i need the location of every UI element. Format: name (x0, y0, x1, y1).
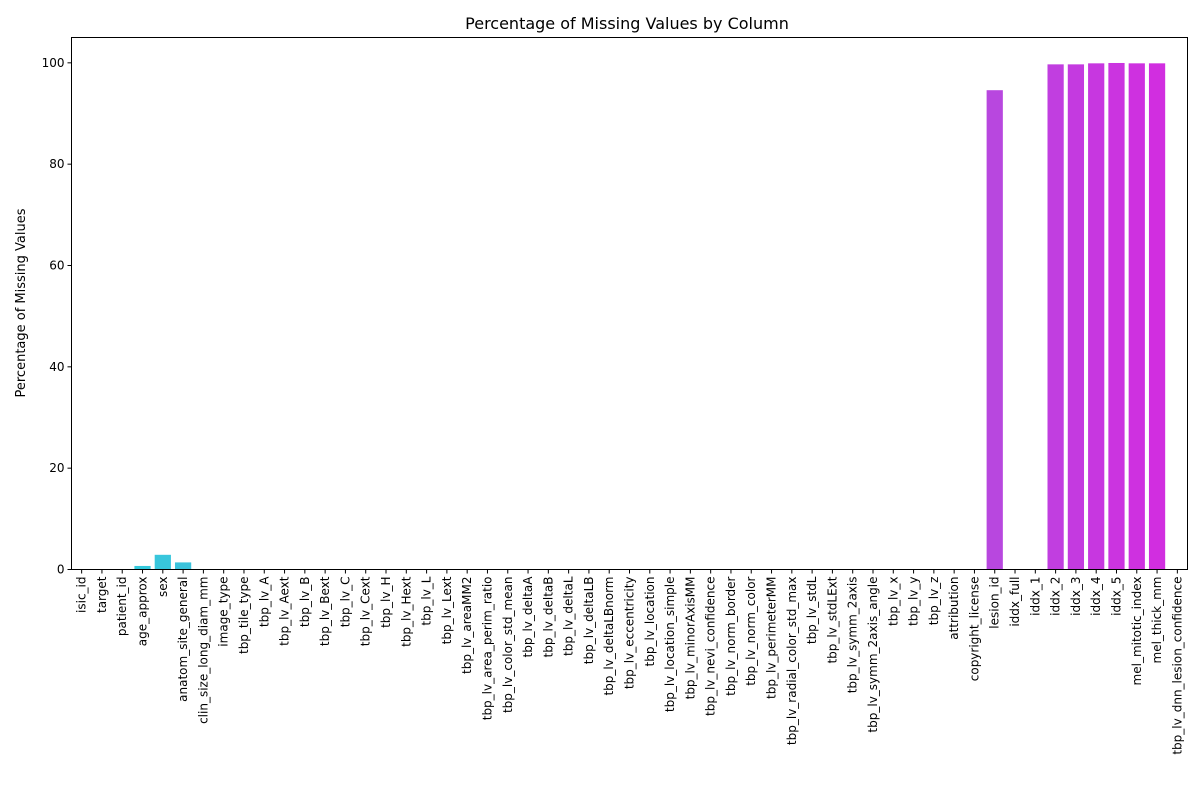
x-tick-label: tbp_lv_Cext (359, 576, 373, 646)
y-tick-label: 80 (49, 157, 64, 171)
x-tick-label: tbp_lv_dnn_lesion_confidence (1170, 577, 1184, 755)
bar-mel_thick_mm (1148, 63, 1166, 570)
x-tick-label: tbp_lv_C (338, 577, 352, 628)
bar-lesion_id (986, 90, 1003, 570)
x-tick-label: tbp_lv_B (298, 577, 312, 628)
x-tick-label: iddx_2 (1049, 577, 1063, 616)
x-tick-label: image_type (217, 577, 231, 647)
bar-iddx_4 (1088, 63, 1105, 570)
x-tick-label: tbp_lv_norm_color (744, 576, 758, 685)
x-tick-label: tbp_lv_radial_color_std_max (785, 577, 799, 746)
bars-layer (134, 62, 1166, 570)
x-tick-label: lesion_id (988, 577, 1002, 629)
y-axis-ticks: 0 20 40 60 80 100 (42, 56, 72, 577)
x-tick-label: tbp_lv_symm_2axis_angle (866, 577, 880, 733)
x-tick-label: iddx_5 (1109, 577, 1123, 616)
y-tick-label: 60 (49, 259, 64, 273)
x-tick-label: tbp_lv_L (420, 576, 434, 625)
bar-sex (154, 554, 171, 570)
x-tick-label: mel_mitotic_index (1130, 577, 1144, 686)
x-tick-label: tbp_lv_deltaLB (582, 577, 596, 665)
x-tick-label: tbp_lv_symm_2axis (846, 577, 860, 694)
x-tick-label: tbp_lv_deltaL (562, 576, 576, 656)
y-tick-label: 20 (49, 461, 64, 475)
x-tick-label: tbp_lv_stdL (805, 576, 819, 644)
x-tick-label: age_approx (136, 577, 150, 647)
x-tick-label: tbp_lv_areaMM2 (460, 577, 474, 674)
x-tick-label: iddx_3 (1069, 577, 1083, 616)
x-tick-label: tbp_lv_x (886, 577, 900, 626)
x-tick-label: tbp_lv_norm_border (724, 576, 738, 695)
x-tick-label: tbp_lv_y (907, 577, 921, 626)
x-tick-label: tbp_lv_Hext (399, 576, 413, 647)
y-axis-label: Percentage of Missing Values (14, 208, 29, 397)
chart-title: Percentage of Missing Values by Column (465, 14, 789, 33)
x-tick-label: patient_id (115, 577, 129, 637)
x-tick-label: tbp_lv_H (379, 577, 393, 628)
x-tick-label: sex (156, 577, 170, 598)
bar-mel_mitotic_index (1128, 63, 1145, 570)
x-tick-label: tbp_lv_A (257, 576, 271, 627)
x-tick-label: tbp_lv_location_simple (663, 577, 677, 713)
bar-iddx_5 (1108, 62, 1125, 570)
x-tick-label: tbp_lv_perimeterMM (765, 577, 779, 699)
x-tick-label: tbp_lv_location (643, 577, 657, 667)
x-tick-label: tbp_lv_stdLExt (825, 576, 839, 663)
x-tick-label: iddx_4 (1089, 577, 1103, 616)
y-tick-label: 40 (49, 360, 64, 374)
x-tick-label: iddx_full (1008, 577, 1022, 627)
bar-iddx_2 (1047, 64, 1064, 570)
bar-age_approx (134, 565, 151, 570)
x-tick-label: tbp_lv_nevi_confidence (704, 577, 718, 717)
x-tick-label: copyright_license (967, 577, 981, 682)
x-tick-label: tbp_lv_deltaB (541, 577, 555, 658)
plot-area-frame (71, 37, 1188, 570)
x-tick-label: iddx_1 (1028, 577, 1042, 616)
x-tick-label: clin_size_long_diam_mm (196, 577, 210, 724)
bar-anatom_site_general (174, 562, 192, 570)
x-tick-label: tbp_lv_Bext (318, 576, 332, 646)
x-tick-label: tbp_tile_type (237, 577, 251, 655)
x-tick-label: tbp_lv_area_perim_ratio (480, 577, 494, 721)
x-tick-label: tbp_lv_deltaLBnorm (602, 577, 616, 696)
x-tick-label: mel_thick_mm (1150, 577, 1164, 664)
x-tick-label: anatom_site_general (176, 577, 190, 702)
y-tick-label: 0 (57, 563, 65, 577)
bar-iddx_3 (1067, 64, 1085, 570)
x-tick-label: tbp_lv_minorAxisMM (683, 577, 697, 700)
x-tick-label: tbp_lv_eccentricity (623, 577, 637, 690)
x-tick-label: tbp_lv_color_std_mean (501, 577, 515, 714)
x-tick-label: tbp_lv_z (927, 577, 941, 626)
x-tick-label: tbp_lv_Lext (440, 576, 454, 644)
x-tick-label: tbp_lv_Aext (278, 576, 292, 646)
x-tick-label: attribution (947, 577, 961, 640)
x-tick-label: tbp_lv_deltaA (521, 576, 535, 658)
x-axis-ticks: isic_id target patient_id age_approx sex anat… (75, 569, 1184, 755)
x-tick-label: target (95, 576, 109, 613)
x-tick-label: isic_id (75, 577, 89, 613)
y-tick-label: 100 (42, 56, 65, 70)
